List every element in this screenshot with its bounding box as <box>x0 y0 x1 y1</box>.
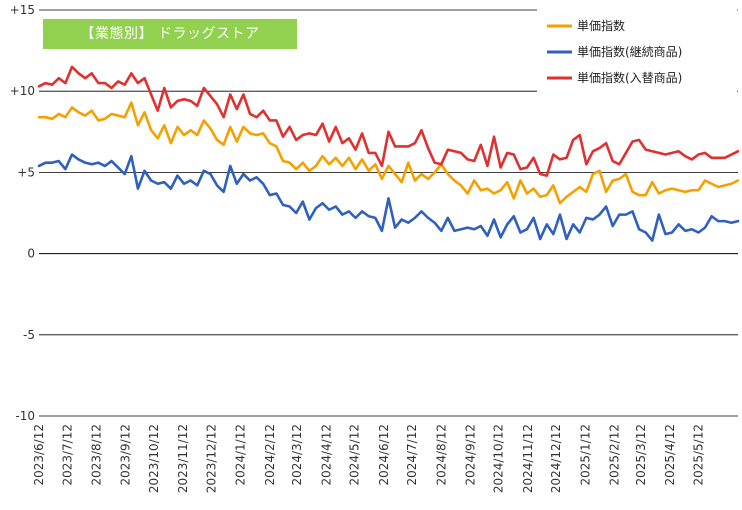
x-tick-label: 2025/5/12 <box>691 424 705 486</box>
series-lines <box>37 65 740 242</box>
x-tick-label: 2024/11/12 <box>521 424 535 493</box>
x-tick-label: 2025/3/12 <box>634 424 648 486</box>
legend-label-0: 単価指数 <box>577 18 625 33</box>
y-tick-label: +5 <box>17 165 35 179</box>
x-tick-label: 2024/7/12 <box>405 424 419 486</box>
legend-label-1: 単価指数(継続商品) <box>577 44 682 59</box>
x-tick-label: 2024/5/12 <box>348 424 362 486</box>
x-tick-label: 2024/3/12 <box>290 424 304 486</box>
x-tick-label: 2024/9/12 <box>463 424 477 486</box>
x-tick-label: 2023/10/12 <box>147 424 161 493</box>
x-tick-label: 2023/6/12 <box>32 424 46 486</box>
x-tick-label: 2024/2/12 <box>263 424 277 486</box>
y-axis-ticks: -10 -5 0 +5 +10 +15 <box>10 3 35 423</box>
y-tick-label: -10 <box>15 409 35 423</box>
y-tick-label: +15 <box>10 3 35 17</box>
x-axis-ticks: 2023/6/12 2023/7/12 2023/8/12 2023/9/12 2023… <box>32 424 705 493</box>
chart-title: 【業態別】 ドラッグストア <box>43 19 297 49</box>
x-tick-label: 2025/2/12 <box>608 424 622 486</box>
x-tick-label: 2023/9/12 <box>119 424 133 486</box>
y-tick-label: 0 <box>27 247 35 261</box>
y-tick-label: -5 <box>23 328 35 342</box>
x-tick-label: 2024/8/12 <box>434 424 448 486</box>
x-tick-label: 2023/8/12 <box>89 424 103 486</box>
gridlines <box>39 9 738 417</box>
series-line-0 <box>37 101 740 205</box>
x-tick-label: 2024/4/12 <box>319 424 333 486</box>
x-tick-label: 2024/6/12 <box>377 424 391 486</box>
series-line-1 <box>37 153 740 242</box>
x-tick-label: 2024/1/12 <box>234 424 248 486</box>
x-tick-label: 2024/12/12 <box>549 424 563 493</box>
x-tick-label: 2025/4/12 <box>663 424 677 486</box>
series-line-2 <box>37 65 740 177</box>
x-tick-label: 2023/11/12 <box>176 424 190 493</box>
y-tick-label: +10 <box>10 84 35 98</box>
x-tick-label: 2025/1/12 <box>578 424 592 486</box>
x-tick-label: 2023/12/12 <box>204 424 218 493</box>
legend-label-2: 単価指数(入替商品) <box>577 70 682 85</box>
x-tick-label: 2023/7/12 <box>60 424 74 486</box>
x-tick-label: 2024/10/12 <box>492 424 506 493</box>
